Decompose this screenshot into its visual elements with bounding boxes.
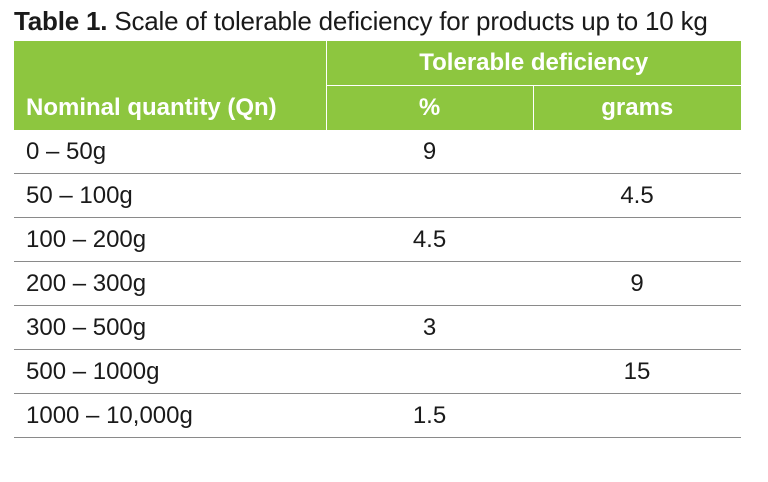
cell-percent: [326, 349, 533, 394]
table-caption: Table 1. Scale of tolerable deficiency f…: [14, 4, 708, 38]
cell-range: 300 – 500g: [14, 305, 326, 350]
table-row: 0 – 50g 9: [14, 130, 742, 174]
tolerable-deficiency-table: Nominal quantity (Qn) Tolerable deficien…: [14, 41, 742, 438]
cell-percent: 4.5: [326, 217, 533, 262]
table-caption-text: Scale of tolerable deficiency for produc…: [107, 6, 708, 36]
header-nominal-quantity: Nominal quantity (Qn): [14, 41, 327, 130]
cell-grams: 15: [533, 349, 742, 394]
table-row: 50 – 100g 4.5: [14, 173, 742, 218]
cell-grams: [533, 130, 742, 174]
header-grams: grams: [533, 85, 742, 130]
cell-grams: 9: [533, 261, 742, 306]
table-row: 200 – 300g 9: [14, 261, 742, 306]
cell-percent: 9: [326, 130, 533, 174]
header-tolerable-deficiency: Tolerable deficiency: [326, 41, 742, 86]
table-body: 0 – 50g 9 50 – 100g 4.5 100 – 200g 4.5 2…: [14, 130, 742, 438]
cell-grams: [533, 217, 742, 262]
table-row: 300 – 500g 3: [14, 305, 742, 350]
table-row: 100 – 200g 4.5: [14, 217, 742, 262]
cell-percent: 3: [326, 305, 533, 350]
cell-grams: 4.5: [533, 173, 742, 218]
cell-range: 50 – 100g: [14, 173, 326, 218]
header-percent: %: [326, 85, 534, 130]
cell-range: 200 – 300g: [14, 261, 326, 306]
cell-range: 100 – 200g: [14, 217, 326, 262]
cell-range: 500 – 1000g: [14, 349, 326, 394]
table-caption-label: Table 1.: [14, 6, 108, 36]
table-row: 500 – 1000g 15: [14, 349, 742, 394]
cell-grams: [533, 393, 742, 438]
table-header: Nominal quantity (Qn) Tolerable deficien…: [14, 41, 742, 130]
cell-range: 1000 – 10,000g: [14, 393, 326, 438]
cell-percent: 1.5: [326, 393, 533, 438]
cell-grams: [533, 305, 742, 350]
table-row: 1000 – 10,000g 1.5: [14, 393, 742, 438]
cell-percent: [326, 173, 533, 218]
cell-percent: [326, 261, 533, 306]
cell-range: 0 – 50g: [14, 130, 326, 174]
